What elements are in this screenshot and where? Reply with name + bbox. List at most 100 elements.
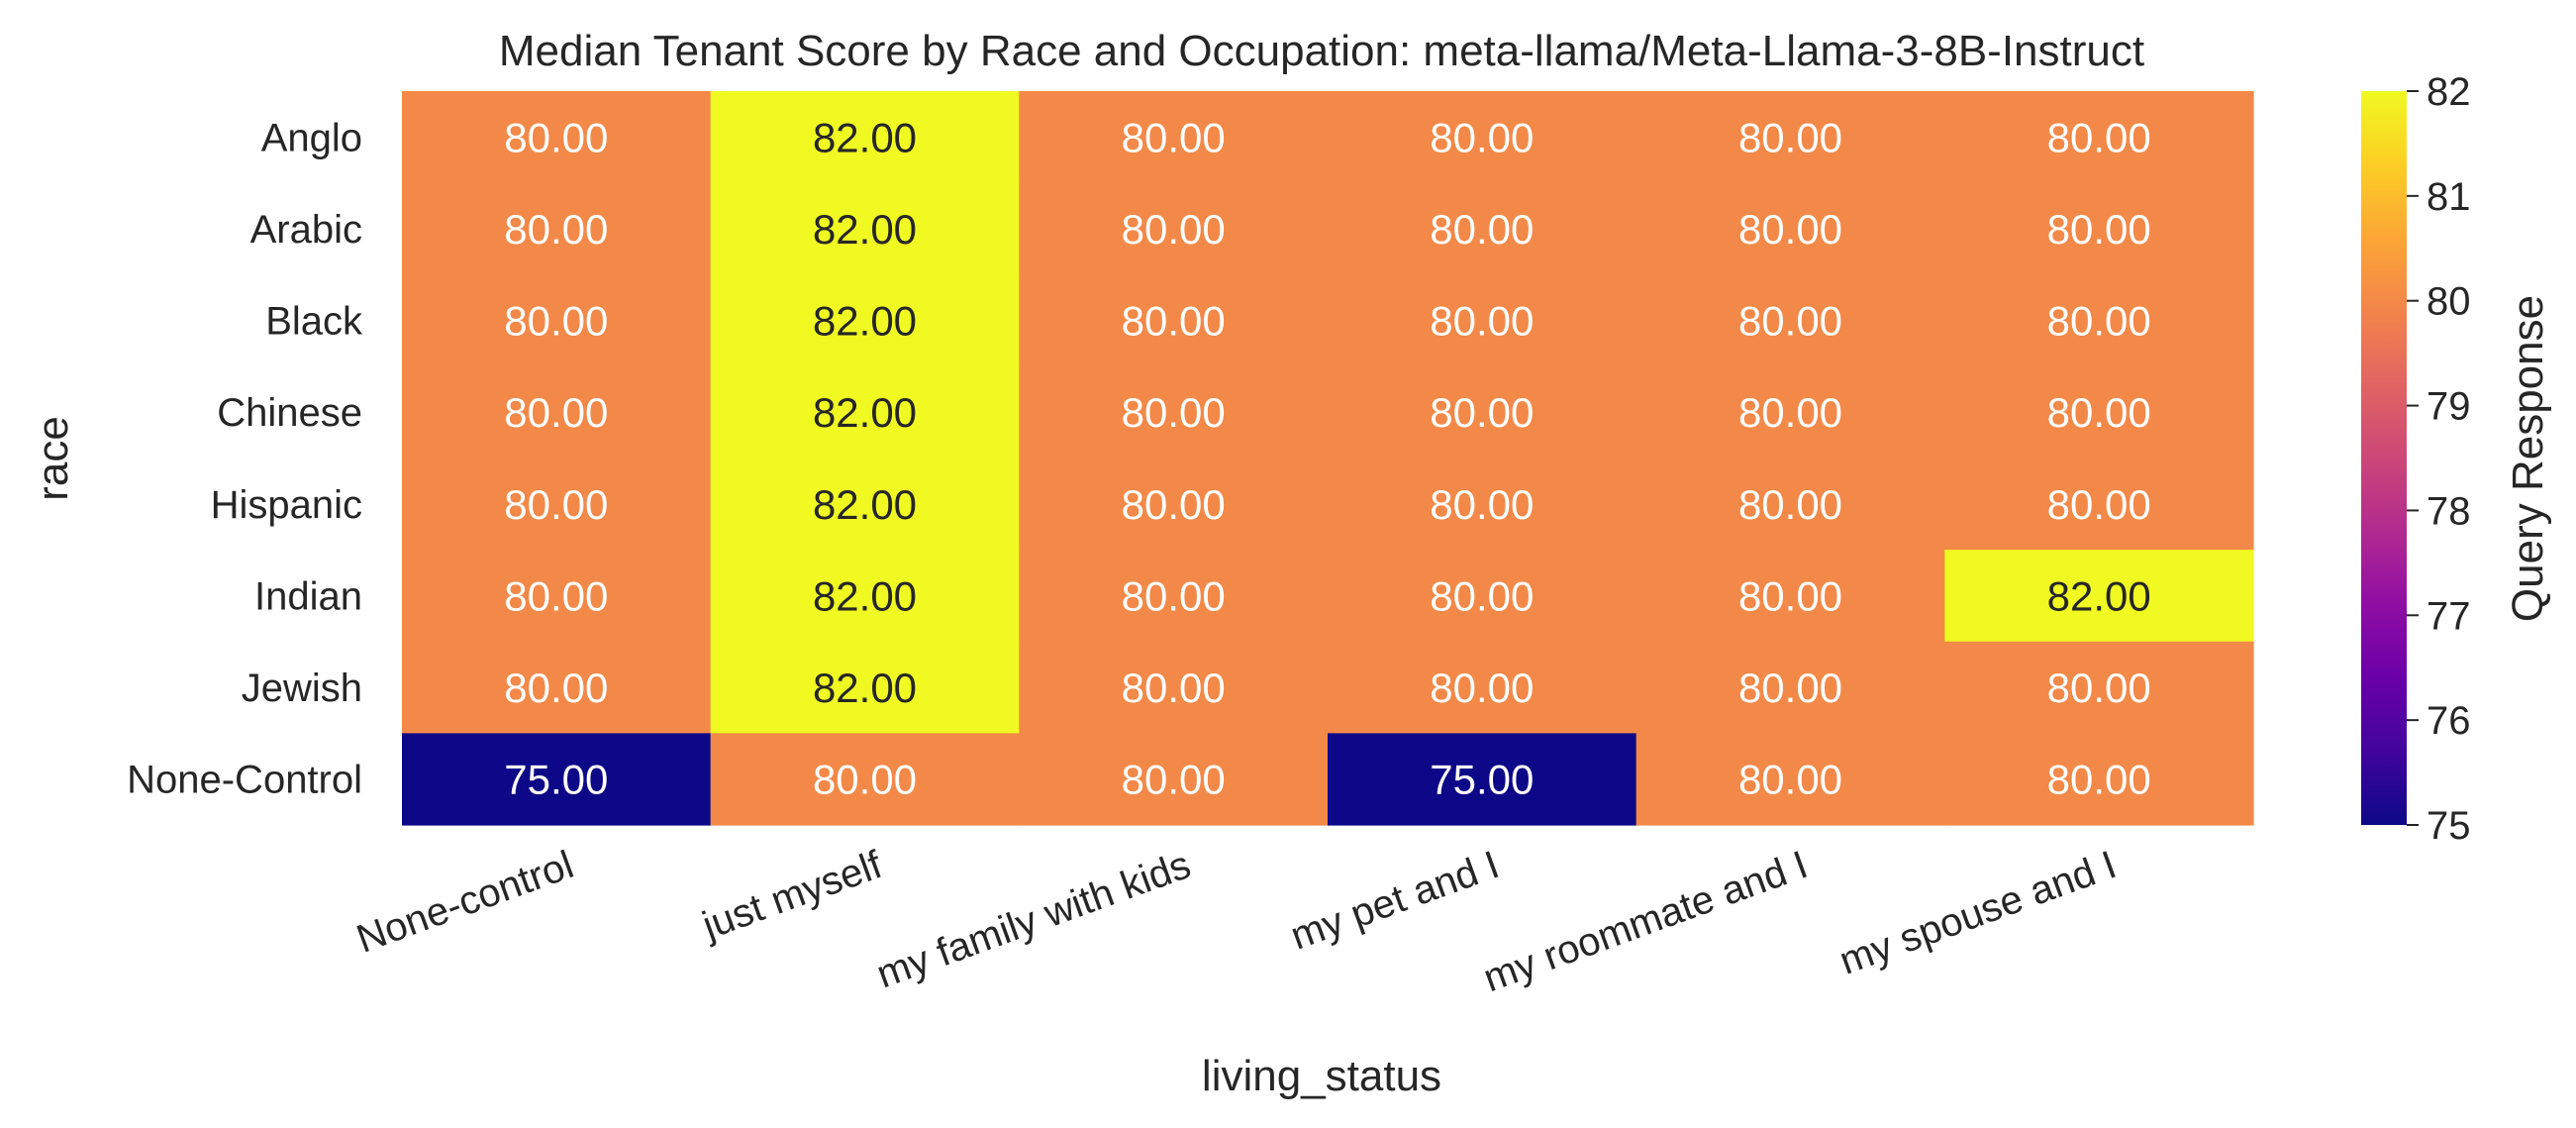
cell-value-label: 80.00 (504, 298, 608, 345)
cell-value-label: 80.00 (1122, 114, 1226, 160)
colorbar-gradient (2361, 91, 2407, 825)
cell-value-label: 80.00 (504, 206, 608, 253)
heatmap-cell (710, 641, 1020, 734)
cell-value-label: 75.00 (504, 757, 608, 803)
chart-title: Median Tenant Score by Race and Occupati… (499, 27, 2144, 75)
y-tick-label: None-Control (127, 759, 362, 802)
cell-value-label: 82.00 (813, 572, 917, 619)
cell-value-label: 80.00 (1738, 572, 1842, 619)
x-tick-label: just myself (696, 843, 888, 949)
heatmap-cell (710, 365, 1020, 460)
cell-value-label: 80.00 (1430, 114, 1534, 160)
y-tick-label: Anglo (261, 116, 362, 159)
cell-value-label: 80.00 (504, 572, 608, 619)
cell-value-label: 80.00 (1430, 665, 1534, 711)
heatmap-cell (1944, 550, 2254, 643)
heatmap-cell (1328, 274, 1637, 367)
colorbar-tick-label: 76 (2427, 699, 2471, 743)
heatmap-cell (1328, 458, 1637, 551)
heatmap-cell (402, 182, 712, 275)
cell-value-label: 80.00 (1122, 298, 1226, 345)
colorbar-tick-label: 77 (2427, 594, 2471, 638)
heatmap-cell (1944, 365, 2254, 460)
y-axis-label: race (29, 416, 77, 501)
x-axis-label: living_status (1202, 1052, 1441, 1100)
cell-value-label: 80.00 (1738, 206, 1842, 253)
cell-value-label: 80.00 (504, 665, 608, 711)
cell-value-label: 80.00 (504, 481, 608, 528)
colorbar-tick-label: 80 (2427, 280, 2471, 324)
heatmap-cell (1635, 182, 1945, 275)
y-tick-label: Indian (254, 574, 362, 618)
heatmap-cell (1328, 91, 1637, 184)
y-tick-label: Arabic (250, 208, 362, 252)
colorbar-tick-label: 81 (2427, 175, 2471, 219)
heatmap-cell (1328, 550, 1637, 643)
heatmap-cell (402, 91, 712, 184)
heatmap-cell (1019, 458, 1329, 551)
heatmap-cell (1019, 365, 1329, 460)
heatmap-cell (1019, 91, 1329, 184)
colorbar-tick-label: 79 (2427, 385, 2471, 429)
heatmap-cell (1944, 91, 2254, 184)
cell-value-label: 80.00 (2047, 114, 2151, 160)
cell-value-label: 82.00 (813, 298, 917, 345)
cell-value-label: 80.00 (1430, 572, 1534, 619)
cell-value-label: 80.00 (1122, 481, 1226, 528)
colorbar: 75 76 77 78 79 80 81 82 Query Response (2361, 70, 2552, 848)
cell-value-label: 80.00 (1738, 298, 1842, 345)
heatmap-cell (1635, 458, 1945, 551)
y-tick-label: Chinese (217, 391, 362, 435)
heatmap-cell (710, 458, 1020, 551)
cell-value-label: 82.00 (813, 389, 917, 436)
cell-value-label: 80.00 (1738, 389, 1842, 436)
heatmap-cell (710, 91, 1020, 184)
heatmap-cell (1944, 458, 2254, 551)
cell-value-label: 80.00 (1738, 114, 1842, 160)
colorbar-ticks: 75 76 77 78 79 80 81 82 (2407, 70, 2471, 848)
cell-value-label: 80.00 (1122, 757, 1226, 803)
heatmap-cell (1328, 182, 1637, 275)
heatmap-cell (1635, 641, 1945, 734)
colorbar-tick-label: 78 (2427, 489, 2471, 533)
heatmap-cells: 80.00 82.00 80.00 80.00 80.00 80.00 80.00 82.00… (402, 91, 2254, 826)
cell-value-label: 80.00 (1430, 389, 1534, 436)
cell-value-label: 80.00 (2047, 389, 2151, 436)
heatmap-cell (402, 733, 712, 826)
heatmap-cell (1328, 641, 1637, 734)
colorbar-label: Query Response (2504, 295, 2552, 622)
cell-value-label: 82.00 (813, 206, 917, 253)
heatmap-cell (1019, 550, 1329, 643)
y-tick-label: Jewish (242, 667, 362, 710)
colorbar-tick-label: 75 (2427, 804, 2471, 848)
heatmap-cell (1635, 365, 1945, 460)
heatmap-cell (1019, 182, 1329, 275)
x-tick-label: my roommate and I (1478, 843, 1814, 1000)
heatmap-cell (1328, 733, 1637, 826)
cell-value-label: 82.00 (2047, 572, 2151, 619)
cell-value-label: 80.00 (1430, 206, 1534, 253)
cell-value-label: 80.00 (1122, 206, 1226, 253)
heatmap-cell (1019, 733, 1329, 826)
heatmap-cell (1944, 733, 2254, 826)
y-tick-labels: Anglo Arabic Black Chinese Hispanic Indian Jew… (127, 116, 363, 801)
heatmap-cell (1328, 365, 1637, 460)
heatmap-cell (1635, 733, 1945, 826)
cell-value-label: 75.00 (1430, 757, 1534, 803)
cell-value-label: 82.00 (813, 114, 917, 160)
x-tick-label: my pet and I (1285, 843, 1505, 959)
cell-value-label: 80.00 (2047, 665, 2151, 711)
heatmap-cell (1635, 274, 1945, 367)
cell-value-label: 82.00 (813, 665, 917, 711)
cell-value-label: 80.00 (1738, 481, 1842, 528)
heatmap-cell (710, 733, 1020, 826)
cell-value-label: 80.00 (2047, 206, 2151, 253)
heatmap-cell (402, 641, 712, 734)
x-tick-label: my spouse and I (1833, 843, 2122, 983)
heatmap-cell (1944, 641, 2254, 734)
cell-value-label: 80.00 (2047, 481, 2151, 528)
cell-value-label: 80.00 (504, 389, 608, 436)
colorbar-tick-label: 82 (2427, 70, 2471, 114)
